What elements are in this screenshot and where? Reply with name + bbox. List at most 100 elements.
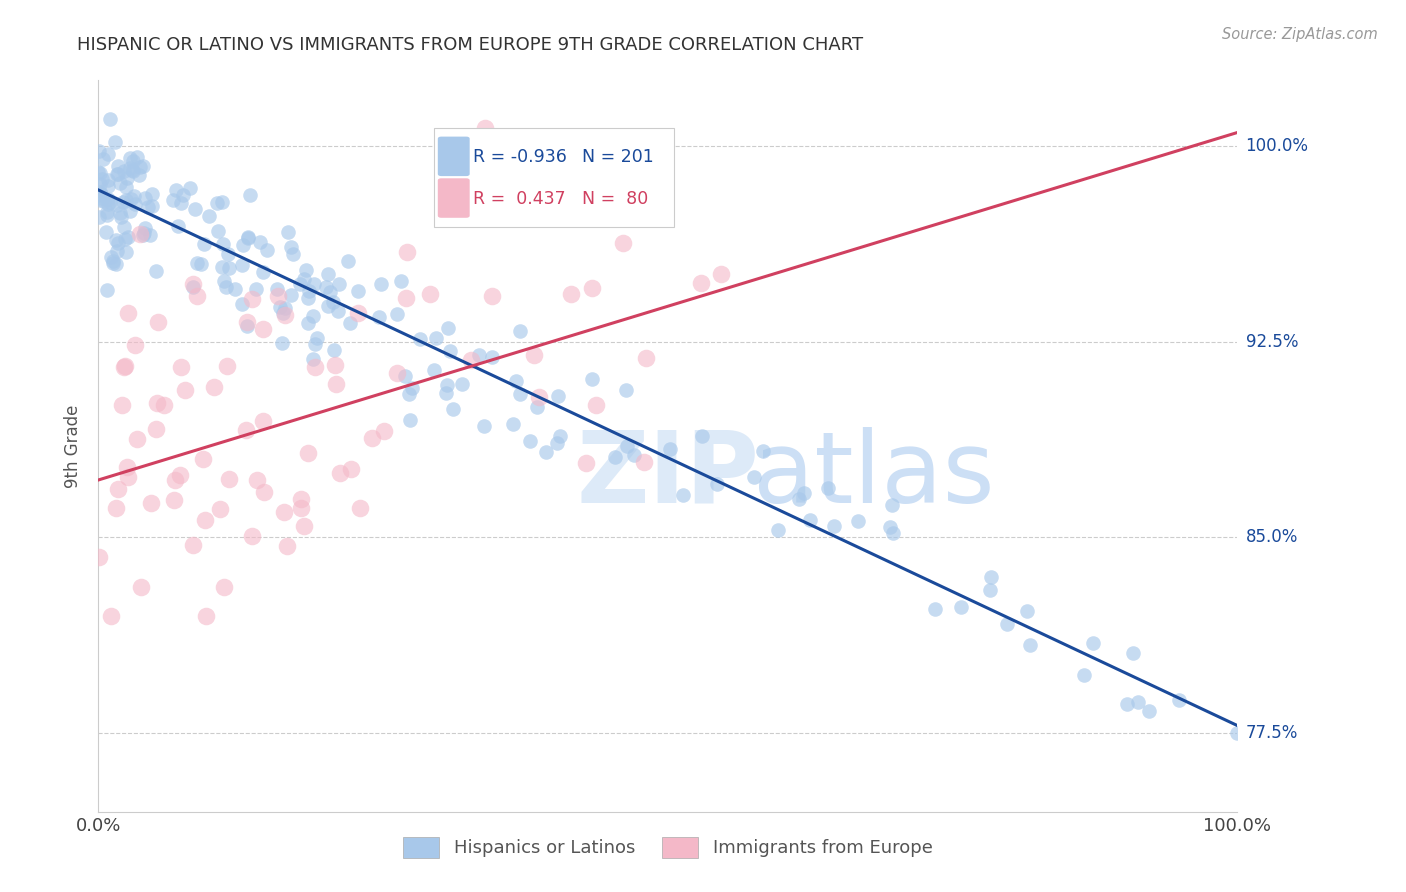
Point	[97, 197, 120, 211]
Point	[190, 256, 212, 270]
Point	[585, 398, 607, 412]
Point	[519, 434, 541, 448]
Point	[89, 186, 111, 201]
Point	[315, 280, 337, 294]
Point	[224, 282, 246, 296]
Point	[245, 282, 267, 296]
Point	[105, 167, 128, 181]
Point	[112, 220, 135, 235]
Point	[110, 176, 132, 190]
Point	[91, 191, 114, 205]
Point	[472, 418, 495, 433]
Point	[184, 202, 207, 216]
Point	[249, 235, 271, 250]
Point	[274, 301, 297, 315]
Point	[307, 331, 329, 345]
Point	[950, 600, 973, 615]
Point	[612, 235, 634, 250]
Point	[337, 253, 360, 268]
Point	[108, 206, 131, 220]
Point	[205, 195, 228, 210]
Point	[132, 159, 155, 173]
Point	[211, 195, 233, 210]
Point	[256, 243, 278, 257]
Point	[436, 378, 458, 392]
Point	[292, 519, 315, 533]
Point	[425, 331, 447, 345]
FancyBboxPatch shape	[434, 128, 673, 227]
Point	[441, 402, 464, 417]
Point	[328, 277, 350, 291]
Point	[266, 282, 288, 296]
Point	[121, 164, 143, 178]
Point	[295, 262, 318, 277]
Point	[121, 154, 143, 169]
Point	[105, 244, 128, 259]
Point	[399, 413, 422, 427]
Y-axis label: 9th Grade: 9th Grade	[65, 404, 83, 488]
Point	[290, 277, 312, 292]
Point	[186, 289, 208, 303]
Point	[93, 194, 115, 208]
Point	[423, 363, 446, 377]
Point	[134, 221, 156, 235]
Point	[87, 164, 110, 178]
Text: 77.5%: 77.5%	[1246, 724, 1298, 742]
Point	[105, 198, 128, 212]
Point	[163, 492, 186, 507]
Text: N = 201: N = 201	[582, 148, 654, 166]
Point	[117, 306, 139, 320]
Point	[110, 210, 132, 224]
Point	[120, 192, 142, 206]
Point	[191, 452, 214, 467]
Point	[297, 317, 319, 331]
Point	[434, 386, 457, 401]
Point	[252, 322, 274, 336]
Point	[419, 286, 441, 301]
Point	[547, 389, 569, 403]
Point	[115, 171, 138, 186]
Point	[267, 289, 290, 303]
Point	[1122, 646, 1144, 660]
Point	[395, 291, 418, 305]
Point	[505, 374, 527, 388]
Point	[218, 261, 240, 276]
Point	[527, 390, 550, 404]
Point	[534, 444, 557, 458]
Point	[274, 308, 297, 322]
Point	[450, 377, 472, 392]
Point	[546, 436, 568, 450]
Point	[290, 501, 312, 516]
Point	[370, 277, 392, 292]
Point	[112, 359, 135, 374]
Point	[124, 196, 146, 211]
Point	[634, 351, 657, 365]
Point	[132, 227, 155, 242]
Point	[349, 500, 371, 515]
Point	[96, 283, 118, 297]
Point	[181, 280, 204, 294]
Point	[252, 265, 274, 279]
Point	[1019, 639, 1042, 653]
Point	[322, 294, 344, 309]
Point	[1116, 697, 1139, 711]
Point	[526, 400, 548, 414]
Point	[100, 608, 122, 623]
Point	[1128, 695, 1150, 709]
Point	[202, 380, 225, 394]
Point	[281, 246, 304, 260]
Text: HISPANIC OR LATINO VS IMMIGRANTS FROM EUROPE 9TH GRADE CORRELATION CHART: HISPANIC OR LATINO VS IMMIGRANTS FROM EU…	[77, 36, 863, 54]
Point	[97, 147, 120, 161]
Point	[139, 496, 162, 510]
Point	[104, 233, 127, 247]
Point	[297, 446, 319, 460]
Point	[169, 195, 191, 210]
Point	[276, 539, 298, 553]
Point	[672, 488, 695, 502]
Point	[89, 185, 111, 199]
Point	[104, 257, 127, 271]
Point	[87, 210, 110, 224]
Point	[96, 208, 118, 222]
Point	[253, 484, 276, 499]
Point	[509, 324, 531, 338]
